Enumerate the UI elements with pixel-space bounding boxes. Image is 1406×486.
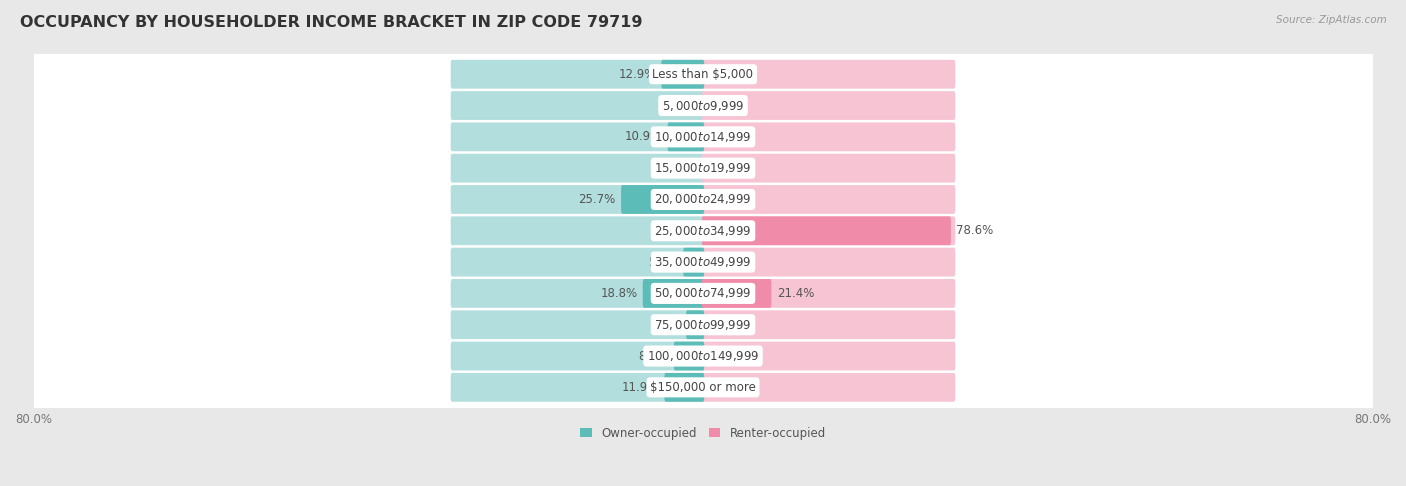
FancyBboxPatch shape	[451, 122, 704, 151]
FancyBboxPatch shape	[673, 342, 704, 370]
Text: 21.4%: 21.4%	[778, 287, 814, 300]
FancyBboxPatch shape	[686, 311, 704, 339]
FancyBboxPatch shape	[702, 342, 955, 370]
FancyBboxPatch shape	[702, 154, 955, 183]
FancyBboxPatch shape	[702, 185, 955, 214]
Text: 11.9%: 11.9%	[621, 381, 659, 394]
Text: $100,000 to $149,999: $100,000 to $149,999	[647, 349, 759, 363]
FancyBboxPatch shape	[31, 177, 1375, 222]
Text: OCCUPANCY BY HOUSEHOLDER INCOME BRACKET IN ZIP CODE 79719: OCCUPANCY BY HOUSEHOLDER INCOME BRACKET …	[20, 15, 643, 30]
FancyBboxPatch shape	[643, 279, 704, 308]
Text: 0.0%: 0.0%	[710, 130, 740, 143]
Text: $35,000 to $49,999: $35,000 to $49,999	[654, 255, 752, 269]
FancyBboxPatch shape	[31, 365, 1375, 410]
Text: $75,000 to $99,999: $75,000 to $99,999	[654, 318, 752, 332]
FancyBboxPatch shape	[665, 373, 704, 402]
Text: 0.0%: 0.0%	[710, 68, 740, 81]
Text: 5.0%: 5.0%	[651, 318, 681, 331]
FancyBboxPatch shape	[31, 208, 1375, 253]
Text: Less than $5,000: Less than $5,000	[652, 68, 754, 81]
Text: 12.9%: 12.9%	[619, 68, 655, 81]
FancyBboxPatch shape	[683, 248, 704, 277]
Text: 18.8%: 18.8%	[600, 287, 637, 300]
FancyBboxPatch shape	[702, 279, 772, 308]
FancyBboxPatch shape	[451, 248, 704, 277]
Text: $5,000 to $9,999: $5,000 to $9,999	[662, 99, 744, 113]
FancyBboxPatch shape	[702, 122, 955, 151]
FancyBboxPatch shape	[621, 185, 704, 214]
FancyBboxPatch shape	[31, 271, 1375, 315]
FancyBboxPatch shape	[702, 216, 950, 245]
Text: 0.0%: 0.0%	[666, 224, 696, 237]
Text: 0.0%: 0.0%	[666, 99, 696, 112]
FancyBboxPatch shape	[31, 334, 1375, 378]
FancyBboxPatch shape	[451, 279, 704, 308]
FancyBboxPatch shape	[668, 122, 704, 151]
FancyBboxPatch shape	[702, 60, 955, 88]
Text: 0.0%: 0.0%	[666, 162, 696, 174]
Text: 5.9%: 5.9%	[648, 256, 678, 269]
Text: 0.0%: 0.0%	[710, 193, 740, 206]
FancyBboxPatch shape	[702, 91, 955, 120]
Text: 0.0%: 0.0%	[710, 99, 740, 112]
FancyBboxPatch shape	[451, 311, 704, 339]
FancyBboxPatch shape	[451, 216, 704, 245]
FancyBboxPatch shape	[31, 240, 1375, 284]
FancyBboxPatch shape	[702, 248, 955, 277]
Text: Source: ZipAtlas.com: Source: ZipAtlas.com	[1275, 15, 1386, 25]
Text: $150,000 or more: $150,000 or more	[650, 381, 756, 394]
FancyBboxPatch shape	[451, 154, 704, 183]
FancyBboxPatch shape	[451, 373, 704, 402]
Text: $50,000 to $74,999: $50,000 to $74,999	[654, 286, 752, 300]
FancyBboxPatch shape	[31, 83, 1375, 128]
Text: 0.0%: 0.0%	[710, 318, 740, 331]
FancyBboxPatch shape	[31, 52, 1375, 96]
Text: 0.0%: 0.0%	[710, 256, 740, 269]
Text: $20,000 to $24,999: $20,000 to $24,999	[654, 192, 752, 207]
Text: $15,000 to $19,999: $15,000 to $19,999	[654, 161, 752, 175]
FancyBboxPatch shape	[451, 60, 704, 88]
Text: 8.9%: 8.9%	[638, 349, 668, 363]
Text: 0.0%: 0.0%	[710, 349, 740, 363]
Text: 78.6%: 78.6%	[956, 224, 994, 237]
FancyBboxPatch shape	[661, 60, 704, 88]
Text: $10,000 to $14,999: $10,000 to $14,999	[654, 130, 752, 144]
FancyBboxPatch shape	[702, 216, 955, 245]
FancyBboxPatch shape	[451, 342, 704, 370]
FancyBboxPatch shape	[702, 279, 955, 308]
Text: 0.0%: 0.0%	[710, 381, 740, 394]
Text: $25,000 to $34,999: $25,000 to $34,999	[654, 224, 752, 238]
FancyBboxPatch shape	[31, 115, 1375, 159]
FancyBboxPatch shape	[702, 373, 955, 402]
FancyBboxPatch shape	[702, 311, 955, 339]
FancyBboxPatch shape	[31, 146, 1375, 191]
Legend: Owner-occupied, Renter-occupied: Owner-occupied, Renter-occupied	[575, 422, 831, 444]
FancyBboxPatch shape	[31, 302, 1375, 347]
Text: 25.7%: 25.7%	[578, 193, 616, 206]
FancyBboxPatch shape	[451, 185, 704, 214]
FancyBboxPatch shape	[451, 91, 704, 120]
Text: 10.9%: 10.9%	[624, 130, 662, 143]
Text: 0.0%: 0.0%	[710, 162, 740, 174]
